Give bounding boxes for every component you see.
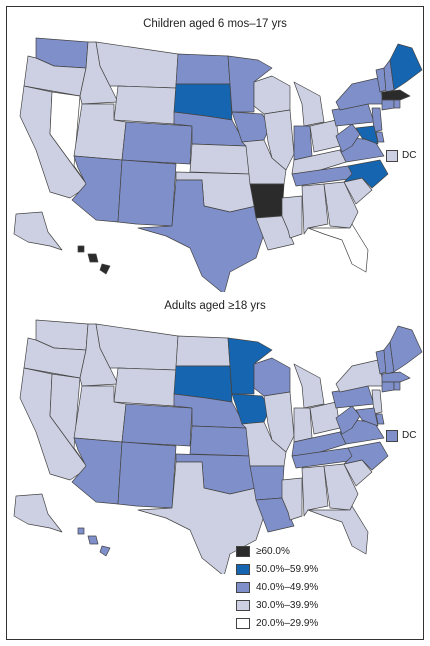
adults-us-map: [13, 319, 423, 574]
state-co: [121, 403, 193, 447]
state-hi: [77, 245, 111, 275]
state-ga: [323, 463, 359, 511]
state-ny: [335, 77, 385, 111]
state-mo: [241, 139, 287, 185]
state-nd: [175, 335, 231, 367]
state-ak: [13, 211, 63, 251]
state-mi: [293, 81, 325, 127]
state-in: [293, 407, 313, 443]
state-ks: [189, 425, 251, 457]
adults-dc-swatch: [386, 430, 398, 442]
state-ks: [189, 143, 251, 175]
children-dc-swatch: [386, 150, 398, 162]
legend-item-40: 40.0%–49.9%: [236, 578, 318, 596]
state-ak: [13, 493, 63, 533]
state-me: [389, 325, 423, 373]
legend-swatch: [236, 581, 250, 593]
children-map-title: Children aged 6 mos–17 yrs: [143, 18, 287, 30]
state-fl: [307, 223, 369, 273]
state-co: [121, 121, 193, 165]
state-ri: [393, 381, 401, 391]
legend-label: 40.0%–49.9%: [256, 581, 319, 593]
legend-item-30: 30.0%–39.9%: [236, 596, 318, 614]
figure-frame: [6, 6, 424, 640]
state-mt: [95, 41, 179, 89]
legend: ≥60.0% 50.0%–59.9% 40.0%–49.9% 30.0%–39.…: [236, 542, 318, 632]
legend-swatch: [236, 563, 250, 575]
state-al: [301, 465, 329, 517]
state-nj: [371, 107, 383, 133]
state-md: [355, 407, 379, 427]
state-mt: [95, 323, 179, 371]
legend-swatch: [236, 545, 250, 557]
children-dc-label: DC: [402, 150, 417, 161]
state-mo: [241, 421, 287, 467]
legend-label: 50.0%–59.9%: [256, 563, 319, 575]
adults-map-title: Adults aged ≥18 yrs: [164, 300, 266, 312]
state-wy: [113, 367, 177, 407]
legend-swatch: [236, 617, 250, 629]
legend-swatch: [236, 599, 250, 611]
state-ma: [381, 89, 411, 101]
state-wi: [253, 75, 291, 115]
state-ms: [281, 477, 303, 521]
state-ct: [381, 381, 395, 393]
state-fl: [307, 505, 369, 555]
state-il: [263, 109, 295, 171]
state-wv: [335, 123, 361, 153]
state-nm: [117, 441, 177, 509]
state-nv: [49, 91, 89, 187]
state-ma: [381, 371, 411, 383]
state-md: [355, 125, 379, 145]
state-me: [389, 43, 423, 91]
state-de: [375, 413, 385, 425]
state-ct: [381, 99, 395, 111]
state-nc: [343, 159, 389, 189]
state-ri: [393, 99, 401, 109]
children-us-map: [13, 37, 423, 292]
state-ar: [249, 465, 285, 501]
state-nd: [175, 53, 231, 85]
state-nc: [343, 441, 389, 471]
state-ga: [323, 181, 359, 229]
state-wi: [253, 357, 291, 397]
legend-label: 20.0%–29.9%: [256, 617, 319, 629]
state-wv: [335, 405, 361, 435]
legend-item-20: 20.0%–29.9%: [236, 614, 318, 632]
state-de: [375, 131, 385, 143]
legend-item-50: 50.0%–59.9%: [236, 560, 318, 578]
state-hi: [77, 527, 111, 557]
state-il: [263, 391, 295, 453]
state-tx: [137, 179, 265, 292]
legend-label: 30.0%–39.9%: [256, 599, 319, 611]
state-al: [301, 183, 329, 235]
legend-label: ≥60.0%: [256, 545, 290, 557]
state-mi: [293, 363, 325, 409]
state-nm: [117, 159, 177, 227]
state-nv: [49, 373, 89, 469]
state-wy: [113, 85, 177, 125]
legend-item-60: ≥60.0%: [236, 542, 318, 560]
state-ms: [281, 195, 303, 239]
state-ny: [335, 359, 385, 393]
state-ar: [249, 183, 285, 219]
state-tx: [137, 461, 265, 574]
state-nj: [371, 389, 383, 415]
adults-dc-label: DC: [402, 430, 417, 441]
state-in: [293, 125, 313, 161]
